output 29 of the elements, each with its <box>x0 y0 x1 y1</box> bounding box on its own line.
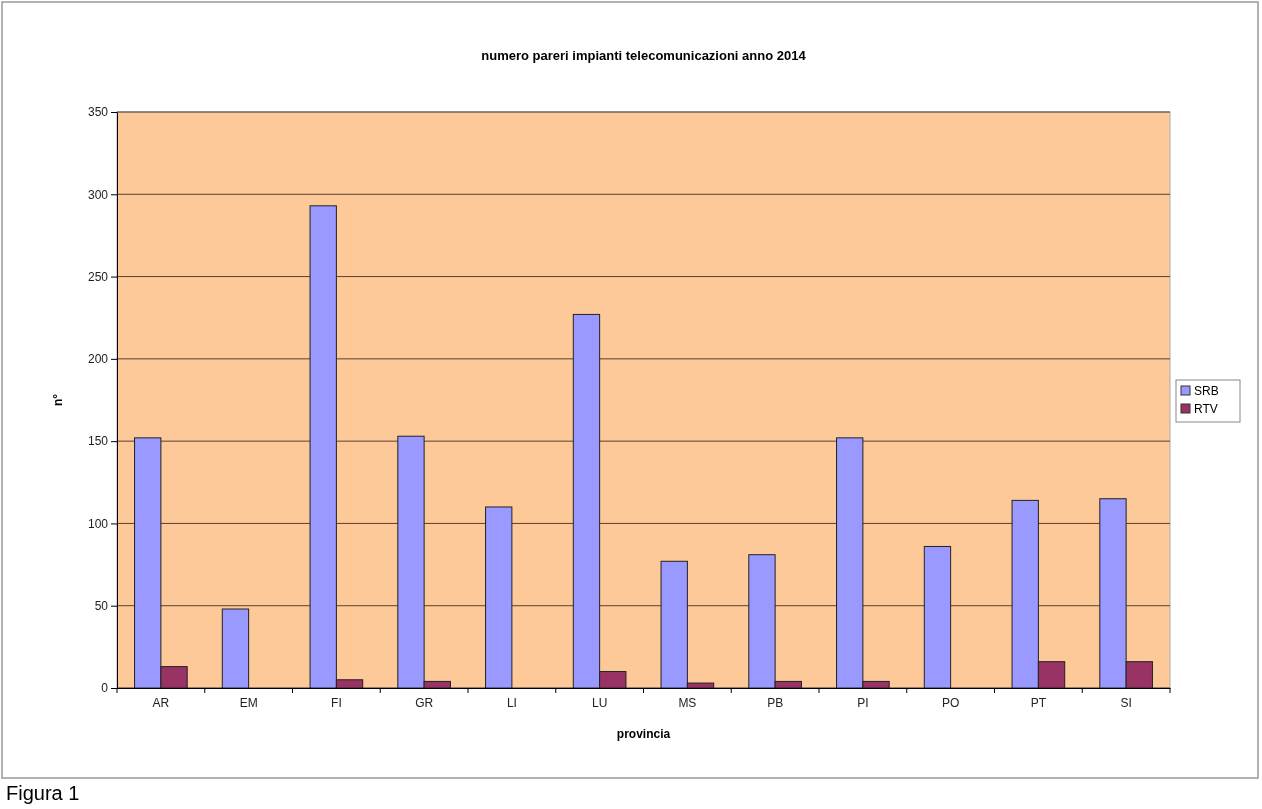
x-tick-label: GR <box>415 695 434 710</box>
y-tick-label: 300 <box>87 187 109 202</box>
x-tick-label: PB <box>767 695 784 710</box>
y-tick-label: 200 <box>87 352 109 367</box>
x-tick-label: PI <box>857 695 869 710</box>
y-tick-label: 350 <box>87 105 109 120</box>
x-axis-title: provincia <box>616 727 671 741</box>
y-tick-label: 50 <box>94 599 109 614</box>
y-tick-label: 100 <box>87 516 109 531</box>
y-tick-label: 0 <box>101 681 109 696</box>
legend-label: RTV <box>1194 402 1218 416</box>
bar <box>221 608 250 689</box>
x-tick-label: PT <box>1030 695 1047 710</box>
x-tick-label: LI <box>506 695 517 710</box>
y-axis-title: n° <box>51 393 65 407</box>
x-tick-label: EM <box>239 695 258 710</box>
bar <box>923 545 952 689</box>
bar <box>485 506 513 689</box>
y-tick-label: 150 <box>87 434 109 449</box>
x-tick-label: SI <box>1120 695 1132 710</box>
chart-title: numero pareri impianti telecomunicazioni anno 2014 <box>481 48 807 63</box>
x-tick-label: AR <box>152 695 170 710</box>
legend-label: SRB <box>1194 384 1219 398</box>
x-tick-label: MS <box>678 695 697 710</box>
x-tick-label: LU <box>591 695 608 710</box>
text: Figura 1 <box>6 782 80 804</box>
x-tick-label: FI <box>331 695 342 710</box>
y-tick-label: 250 <box>87 269 109 284</box>
x-tick-label: PO <box>941 695 960 710</box>
